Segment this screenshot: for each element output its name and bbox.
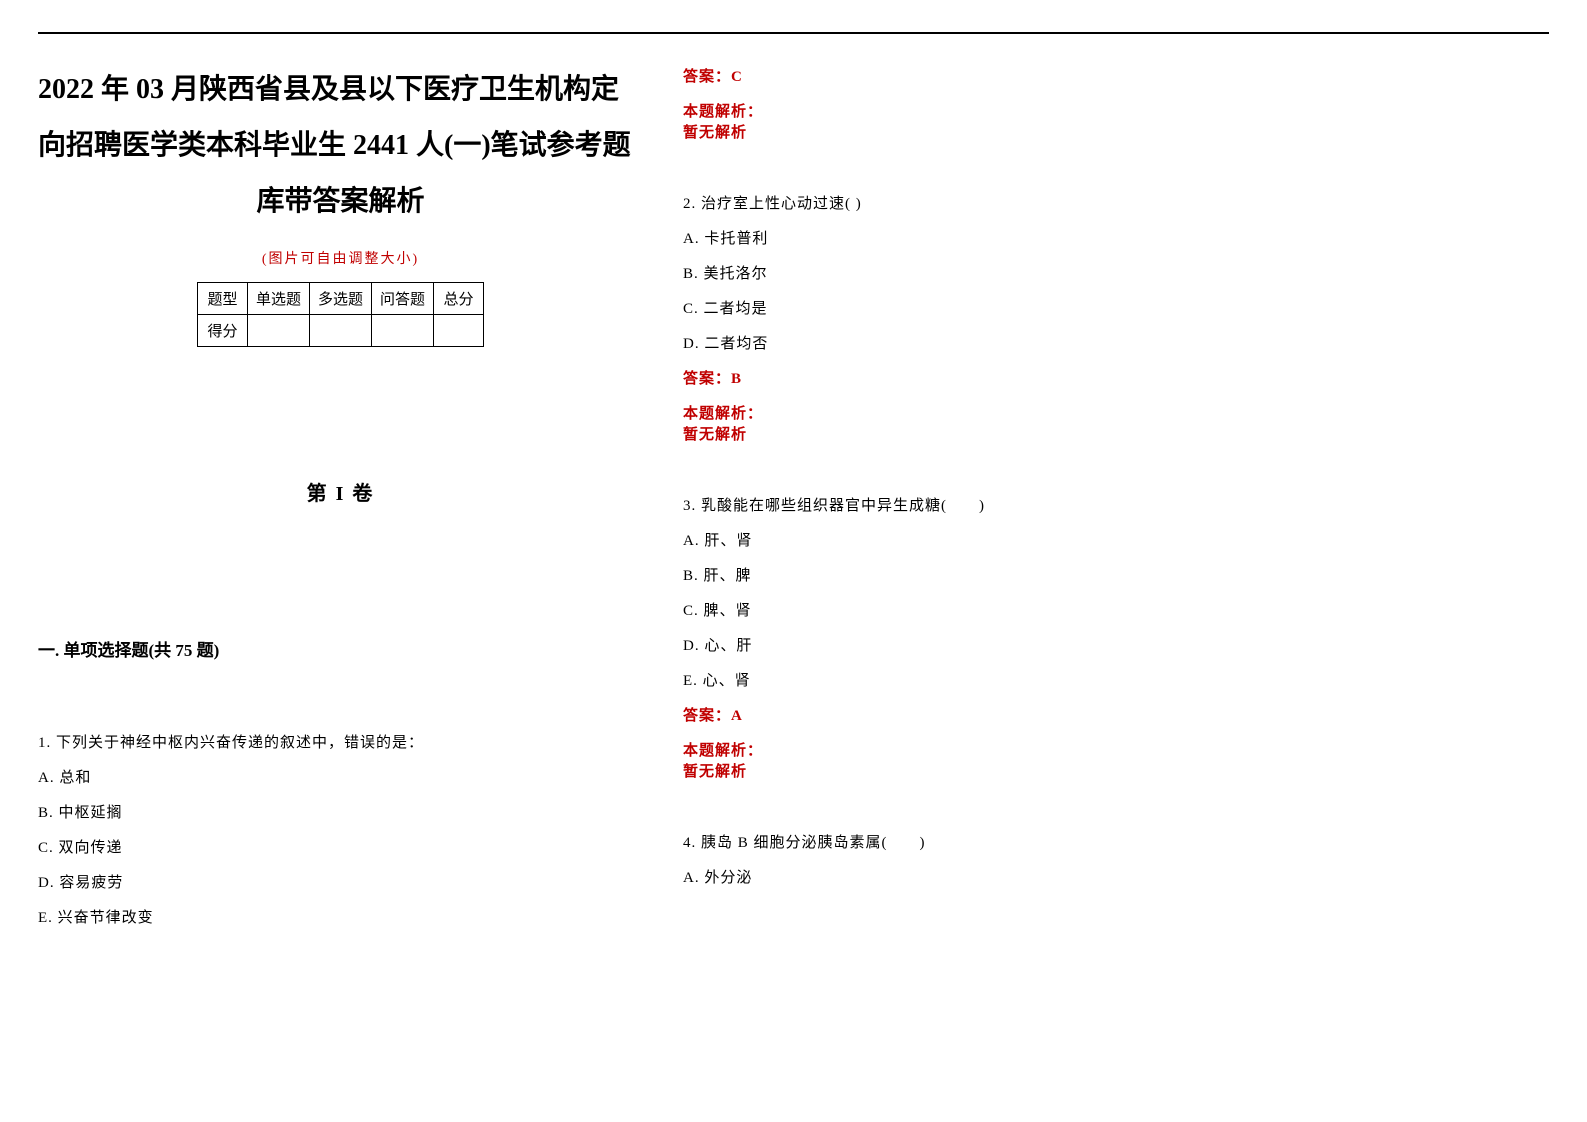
question-stem: 2. 治疗室上性心动过速( ) bbox=[683, 192, 1549, 213]
title-line-2: 向招聘医学类本科毕业生 2441 人(一)笔试参考题 bbox=[38, 118, 643, 174]
top-rule bbox=[38, 32, 1549, 34]
table-cell bbox=[247, 315, 309, 347]
two-column-layout: 2022 年 03 月陕西省县及县以下医疗卫生机构定 向招聘医学类本科毕业生 2… bbox=[38, 62, 1549, 941]
question-option: B. 肝、脾 bbox=[683, 564, 1549, 585]
table-header-cell: 单选题 bbox=[247, 283, 309, 315]
table-header-cell: 问答题 bbox=[372, 283, 434, 315]
table-header-cell: 总分 bbox=[434, 283, 484, 315]
image-resize-note: (图片可自由调整大小) bbox=[38, 248, 643, 268]
question-stem: 1. 下列关于神经中枢内兴奋传递的叙述中，错误的是： bbox=[38, 731, 643, 752]
title-line-1: 2022 年 03 月陕西省县及县以下医疗卫生机构定 bbox=[38, 62, 643, 118]
analysis-label: 本题解析： bbox=[683, 739, 1549, 760]
analysis-body: 暂无解析 bbox=[683, 121, 1549, 142]
table-header-cell: 题型 bbox=[197, 283, 247, 315]
question-option: D. 心、肝 bbox=[683, 634, 1549, 655]
question-stem: 4. 胰岛 B 细胞分泌胰岛素属( ) bbox=[683, 831, 1549, 852]
table-header-cell: 多选题 bbox=[309, 283, 371, 315]
question-option: E. 兴奋节律改变 bbox=[38, 906, 643, 927]
question-option: C. 双向传递 bbox=[38, 836, 643, 857]
table-cell: 得分 bbox=[197, 315, 247, 347]
question-1: 1. 下列关于神经中枢内兴奋传递的叙述中，错误的是： A. 总和 B. 中枢延搁… bbox=[38, 731, 643, 927]
question-option: B. 中枢延搁 bbox=[38, 801, 643, 822]
column-left: 2022 年 03 月陕西省县及县以下医疗卫生机构定 向招聘医学类本科毕业生 2… bbox=[38, 62, 643, 941]
table-cell bbox=[434, 315, 484, 347]
page: 2022 年 03 月陕西省县及县以下医疗卫生机构定 向招聘医学类本科毕业生 2… bbox=[0, 0, 1587, 941]
question-option: A. 外分泌 bbox=[683, 866, 1549, 887]
question-2: 2. 治疗室上性心动过速( ) A. 卡托普利 B. 美托洛尔 C. 二者均是 … bbox=[683, 192, 1549, 444]
question-1-answer-block: 答案：C 本题解析： 暂无解析 bbox=[683, 65, 1549, 142]
question-stem: 3. 乳酸能在哪些组织器官中异生成糖( ) bbox=[683, 494, 1549, 515]
answer-text: 答案：A bbox=[683, 704, 1549, 725]
title-line-3: 库带答案解析 bbox=[38, 174, 643, 230]
analysis-body: 暂无解析 bbox=[683, 423, 1549, 444]
volume-label: 第 I 卷 bbox=[38, 477, 643, 506]
question-option: C. 脾、肾 bbox=[683, 599, 1549, 620]
score-table: 题型 单选题 多选题 问答题 总分 得分 bbox=[197, 282, 484, 347]
analysis-body: 暂无解析 bbox=[683, 760, 1549, 781]
question-3: 3. 乳酸能在哪些组织器官中异生成糖( ) A. 肝、肾 B. 肝、脾 C. 脾… bbox=[683, 494, 1549, 781]
question-option: E. 心、肾 bbox=[683, 669, 1549, 690]
answer-text: 答案：C bbox=[683, 65, 1549, 86]
column-right: 答案：C 本题解析： 暂无解析 2. 治疗室上性心动过速( ) A. 卡托普利 … bbox=[683, 62, 1549, 941]
question-4: 4. 胰岛 B 细胞分泌胰岛素属( ) A. 外分泌 bbox=[683, 831, 1549, 887]
table-cell bbox=[309, 315, 371, 347]
question-option: B. 美托洛尔 bbox=[683, 262, 1549, 283]
question-option: A. 卡托普利 bbox=[683, 227, 1549, 248]
table-cell bbox=[372, 315, 434, 347]
analysis-label: 本题解析： bbox=[683, 402, 1549, 423]
question-option: A. 肝、肾 bbox=[683, 529, 1549, 550]
question-option: D. 容易疲劳 bbox=[38, 871, 643, 892]
analysis-label: 本题解析： bbox=[683, 100, 1549, 121]
table-row: 题型 单选题 多选题 问答题 总分 bbox=[197, 283, 483, 315]
question-option: C. 二者均是 bbox=[683, 297, 1549, 318]
question-option: A. 总和 bbox=[38, 766, 643, 787]
section-heading: 一. 单项选择题(共 75 题) bbox=[38, 636, 643, 661]
table-row: 得分 bbox=[197, 315, 483, 347]
answer-text: 答案：B bbox=[683, 367, 1549, 388]
question-option: D. 二者均否 bbox=[683, 332, 1549, 353]
document-title: 2022 年 03 月陕西省县及县以下医疗卫生机构定 向招聘医学类本科毕业生 2… bbox=[38, 62, 643, 230]
